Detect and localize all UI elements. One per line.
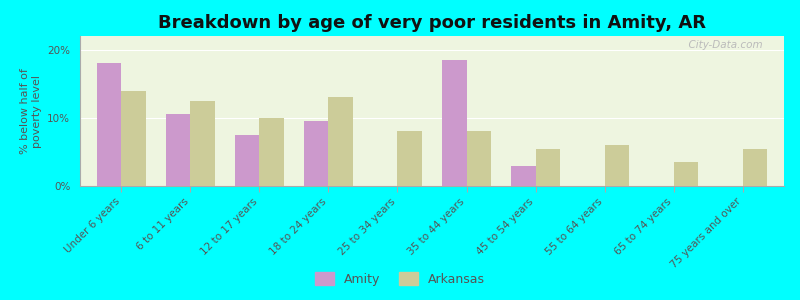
Bar: [235, 135, 259, 186]
Bar: [674, 162, 698, 186]
Bar: [122, 91, 146, 186]
Bar: [535, 148, 560, 186]
Bar: [511, 166, 535, 186]
Bar: [442, 60, 466, 186]
Bar: [398, 131, 422, 186]
Bar: [259, 118, 284, 186]
Bar: [605, 145, 629, 186]
Y-axis label: % below half of
poverty level: % below half of poverty level: [20, 68, 42, 154]
Bar: [166, 114, 190, 186]
Legend: Amity, Arkansas: Amity, Arkansas: [310, 267, 490, 291]
Bar: [466, 131, 490, 186]
Title: Breakdown by age of very poor residents in Amity, AR: Breakdown by age of very poor residents …: [158, 14, 706, 32]
Bar: [98, 63, 122, 186]
Bar: [329, 98, 353, 186]
Bar: [304, 121, 329, 186]
Bar: [742, 148, 766, 186]
Text: City-Data.com: City-Data.com: [682, 40, 763, 50]
Bar: [190, 101, 214, 186]
